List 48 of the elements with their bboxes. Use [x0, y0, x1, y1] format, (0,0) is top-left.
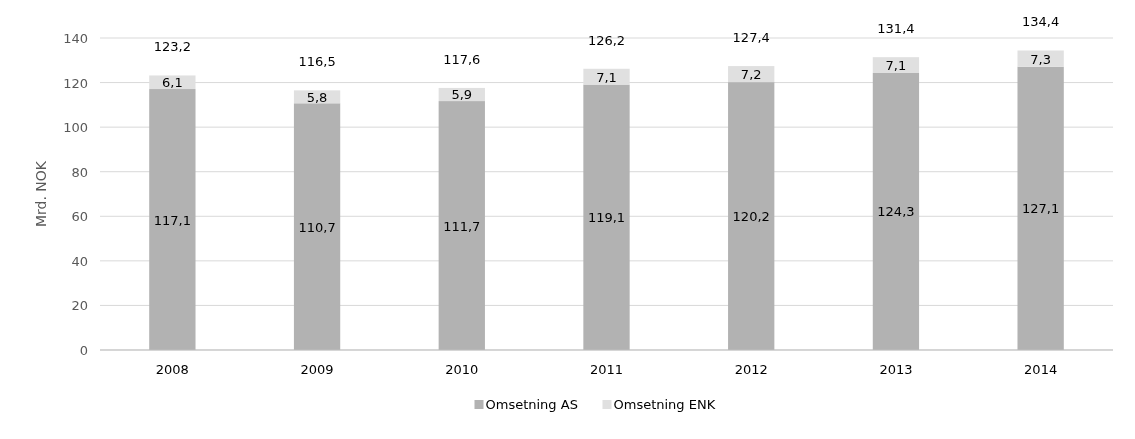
data-label: 7,2 — [740, 67, 762, 83]
x-tick-label: 2014 — [1024, 362, 1058, 377]
data-label: 7,3 — [1030, 51, 1051, 67]
legend-label: Omsetning ENK — [613, 397, 716, 412]
y-tick-label: 0 — [79, 343, 88, 358]
bar — [1017, 66, 1064, 350]
bar — [872, 72, 920, 350]
data-label: 120,2 — [732, 209, 770, 225]
data-label: 117,1 — [153, 212, 191, 228]
y-tick-label: 60 — [71, 209, 88, 225]
data-label: 7,1 — [885, 58, 907, 74]
bar — [728, 82, 775, 350]
x-tick-label: 2010 — [445, 362, 479, 377]
x-tick-label: 2013 — [879, 362, 913, 377]
y-tick-label: 100 — [63, 120, 88, 136]
data-label: 7,1 — [596, 69, 617, 85]
bar — [1017, 50, 1064, 67]
data-label: 127,1 — [1022, 201, 1060, 217]
data-label: 124,3 — [877, 204, 915, 220]
legend-label: Omsetning AS — [485, 397, 578, 412]
y-tick-label: 20 — [71, 298, 88, 314]
total-label: 127,4 — [732, 30, 770, 46]
total-label: 123,2 — [153, 39, 191, 55]
x-tick-label: 2011 — [589, 362, 624, 377]
y-tick-label: 120 — [63, 75, 88, 91]
bar — [438, 101, 485, 350]
total-label: 131,4 — [877, 21, 915, 37]
total-label: 126,2 — [587, 32, 626, 48]
bar — [149, 89, 196, 350]
x-tick-label: 2009 — [300, 362, 334, 377]
y-axis-title: Mrd. NOK — [33, 160, 49, 228]
total-label: 134,4 — [1022, 14, 1060, 30]
x-tick-label: 2008 — [155, 362, 189, 377]
data-label: 6,1 — [162, 75, 183, 91]
data-label: 5,9 — [451, 87, 473, 103]
bar — [583, 84, 630, 350]
total-label: 116,5 — [298, 54, 336, 70]
data-label: 119,1 — [587, 210, 626, 226]
x-tick-label: 2012 — [734, 362, 768, 377]
data-label: 110,7 — [298, 219, 336, 235]
y-tick-label: 80 — [71, 164, 88, 180]
bar — [293, 103, 341, 350]
data-label: 111,7 — [443, 218, 481, 234]
bar — [872, 57, 920, 73]
y-tick-label: 40 — [71, 253, 88, 269]
y-tick-label: 140 — [63, 31, 88, 46]
total-label: 117,6 — [443, 51, 481, 67]
data-label: 5,8 — [306, 89, 328, 105]
